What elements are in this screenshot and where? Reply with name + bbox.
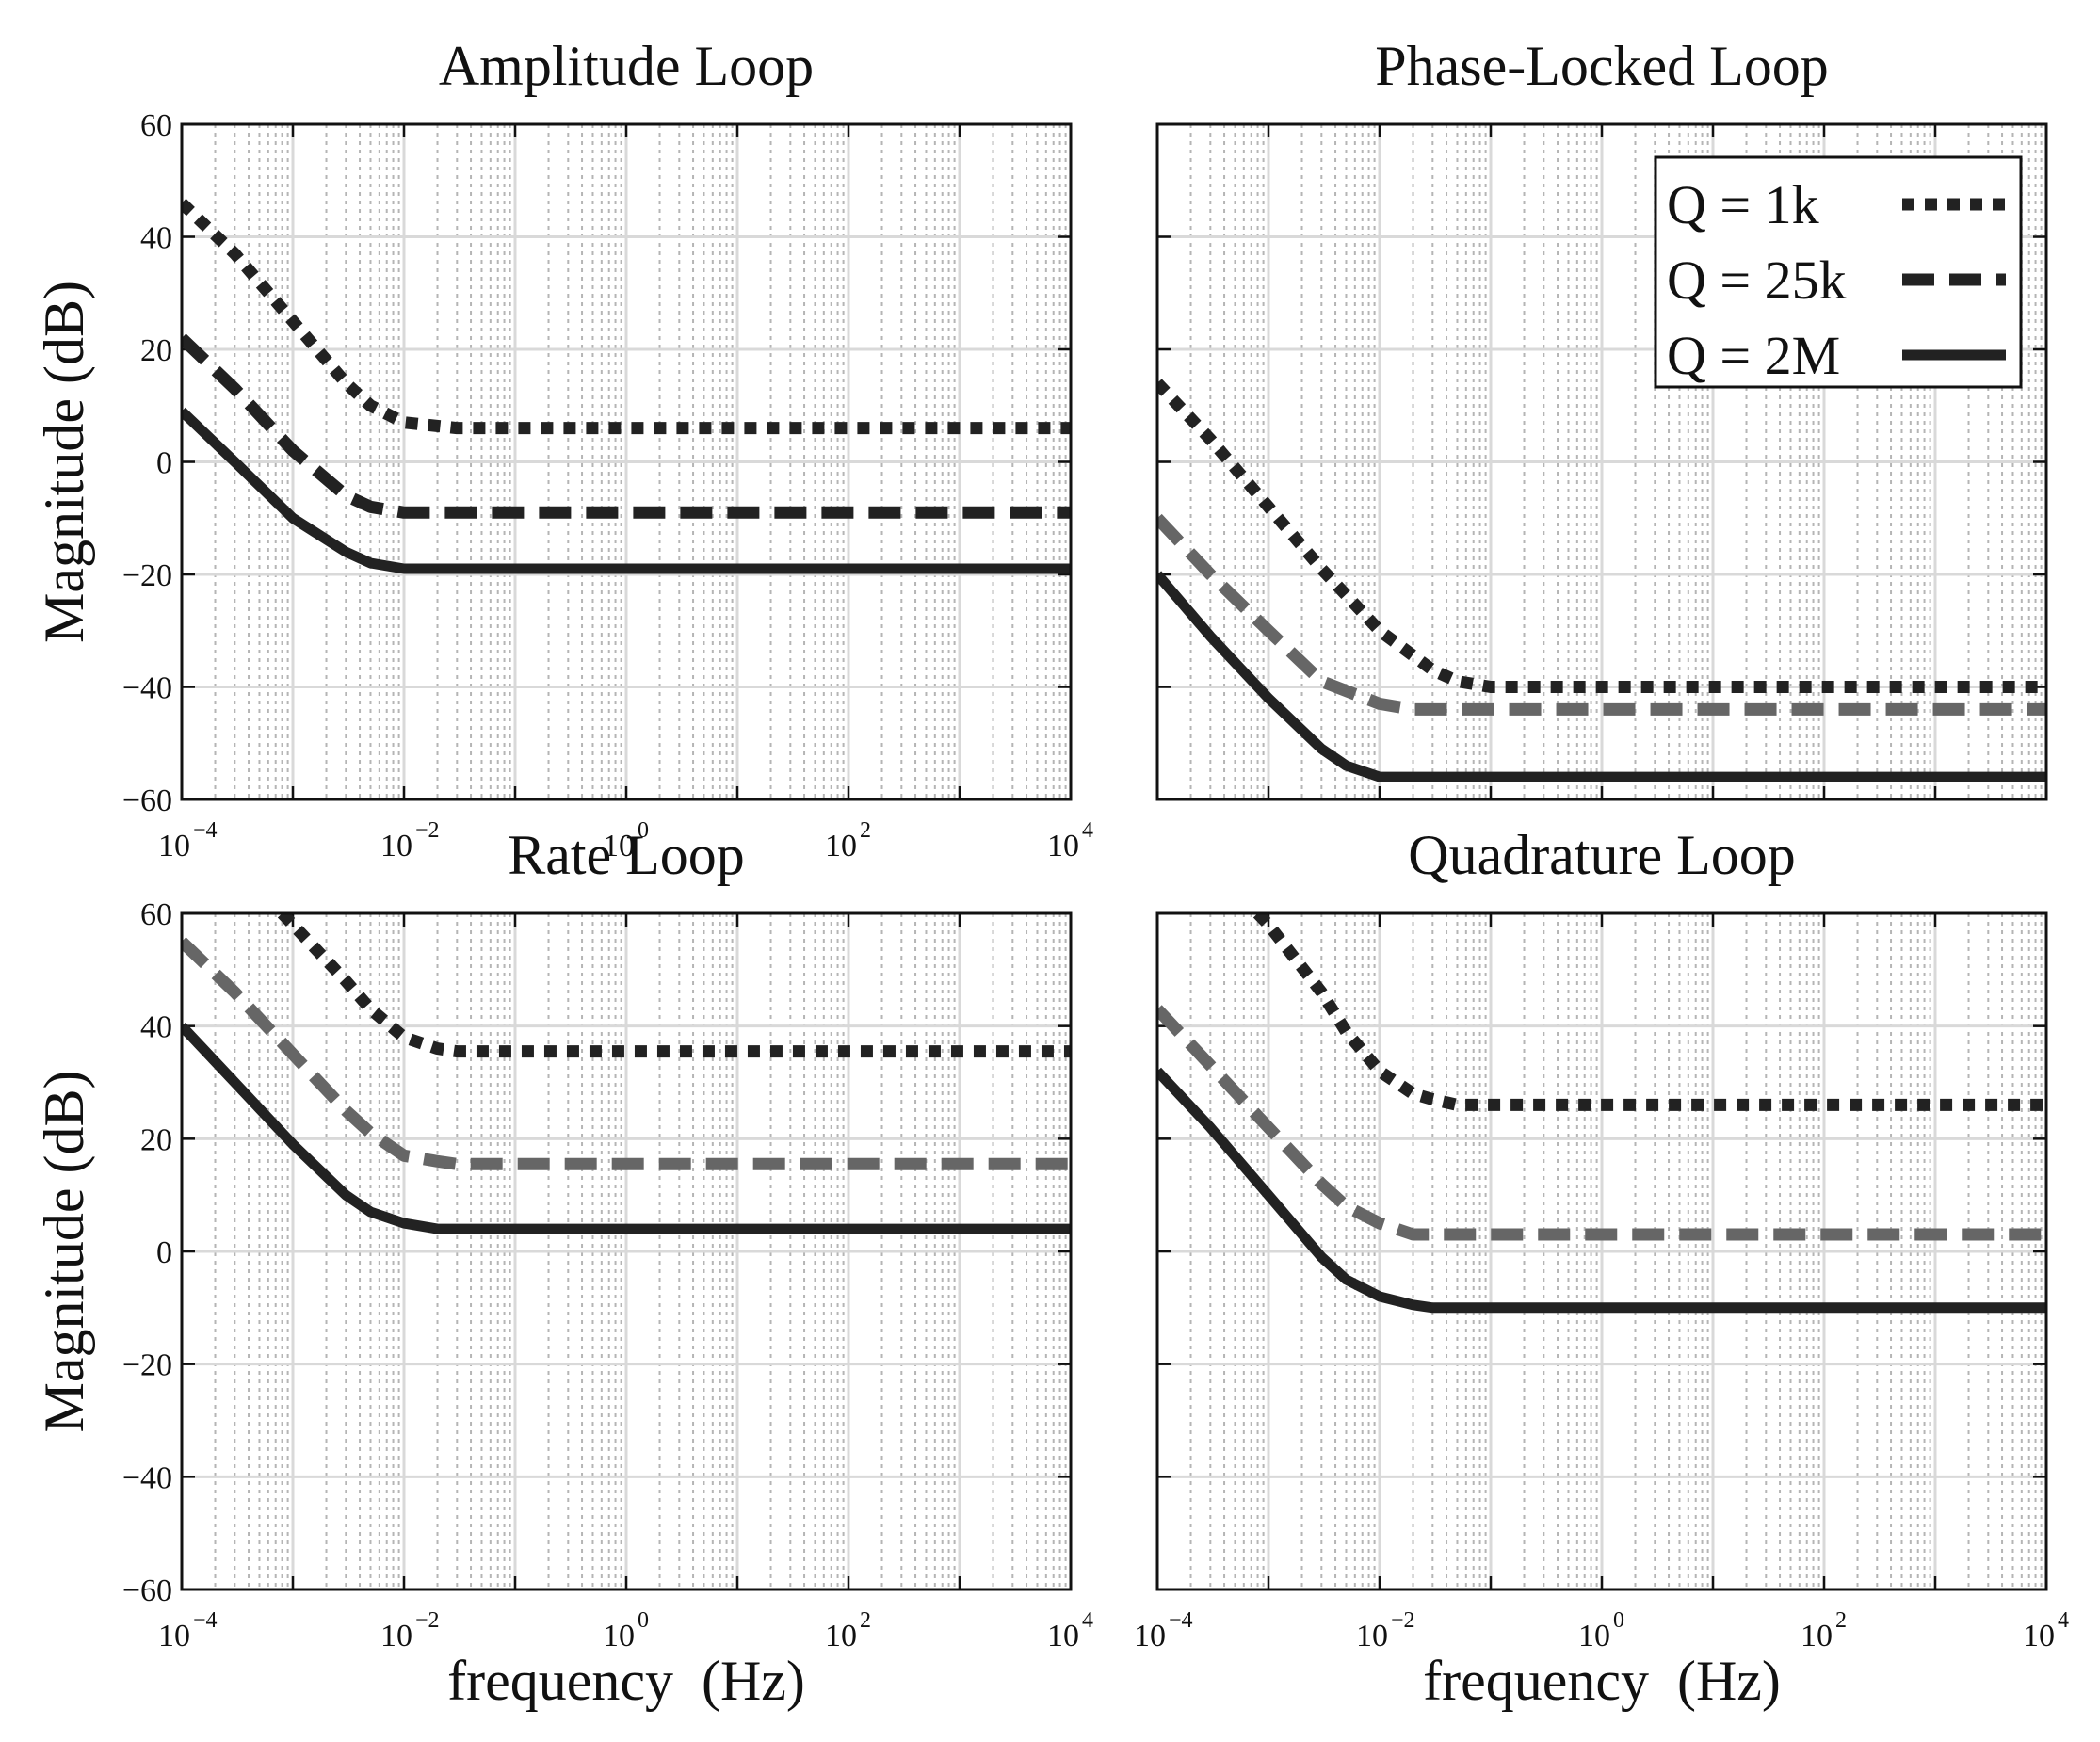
series-line-dotted: [1252, 913, 2046, 1111]
legend-item: Q = 2M: [1667, 325, 2006, 386]
series-line-dashed: [182, 333, 1071, 519]
x-tick-label-exponent: −2: [415, 818, 440, 843]
y-tick-label: −20: [122, 1348, 172, 1383]
y-tick-label: 20: [140, 1122, 172, 1157]
x-tick-label-base: 10: [158, 1619, 190, 1653]
x-tick-label-base: 10: [158, 829, 190, 863]
y-tick-label: −20: [122, 558, 172, 593]
series-group: [1157, 379, 2046, 782]
series-line-dashed: [182, 937, 1071, 1170]
legend-item: Q = 1k: [1667, 174, 2006, 235]
x-tick-label-base: 10: [1578, 1619, 1610, 1653]
y-tick-label: 0: [156, 446, 172, 481]
y-tick-label: 40: [140, 1010, 172, 1045]
x-tick-label-exponent: 4: [2058, 1608, 2069, 1633]
x-tick-label-base: 10: [603, 829, 635, 863]
legend-label: Q = 2M: [1667, 325, 1840, 386]
y-tick-label: 60: [140, 897, 172, 932]
subplot-title: Amplitude Loop: [439, 35, 814, 97]
x-tick-label-exponent: 4: [1082, 818, 1093, 843]
legend-box: [1654, 155, 2023, 389]
x-tick-label-base: 10: [1047, 1619, 1079, 1653]
series-group: [1157, 913, 2046, 1314]
x-tick-label-exponent: 2: [1835, 1608, 1847, 1633]
x-tick-label-base: 10: [1047, 829, 1079, 863]
x-tick-label-exponent: 0: [638, 818, 649, 843]
legend-label: Q = 25k: [1667, 250, 1847, 311]
subplot-title: Rate Loop: [508, 824, 745, 886]
y-axis-label: Magnitude (dB): [33, 1071, 95, 1433]
series-line-dashed: [1157, 1005, 2046, 1241]
x-tick-label-base: 10: [1801, 1619, 1833, 1653]
x-tick-label-base: 10: [380, 829, 412, 863]
x-axis-label: frequency (Hz): [447, 1650, 805, 1712]
series-line-solid: [1157, 1067, 2046, 1314]
y-tick-label: −60: [122, 1573, 172, 1608]
y-axis-label: Magnitude (dB): [33, 281, 95, 643]
legend: Q = 1k Q = 25k Q = 2M: [1654, 155, 2023, 389]
series-line-dotted: [1157, 379, 2046, 693]
y-tick-label: −40: [122, 1460, 172, 1495]
x-tick-label-exponent: 2: [860, 818, 871, 843]
x-tick-label-base: 10: [1134, 1619, 1166, 1653]
legend-item: Q = 25k: [1667, 250, 2006, 311]
x-tick-label-exponent: −4: [1169, 1608, 1193, 1633]
series-group: [182, 913, 1071, 1234]
x-tick-label-exponent: −2: [415, 1608, 440, 1633]
series-line-solid: [182, 1022, 1071, 1234]
plot-frame: [180, 122, 1073, 801]
x-tick-label-exponent: −2: [1391, 1608, 1415, 1633]
series-group: [182, 198, 1071, 574]
subplot-title: Phase-Locked Loop: [1375, 35, 1829, 97]
x-tick-label-exponent: −4: [193, 818, 218, 843]
y-tick-label: −40: [122, 671, 172, 706]
legend-label: Q = 1k: [1667, 174, 1819, 235]
x-tick-label-base: 10: [825, 1619, 857, 1653]
y-tick-label: −60: [122, 783, 172, 818]
y-tick-label: 60: [140, 108, 172, 143]
x-tick-label-base: 10: [1356, 1619, 1388, 1653]
series-line-solid: [182, 407, 1071, 574]
x-tick-label-base: 10: [2023, 1619, 2055, 1653]
x-tick-label-base: 10: [380, 1619, 412, 1653]
x-tick-label-base: 10: [603, 1619, 635, 1653]
y-tick-label: 0: [156, 1235, 172, 1270]
series-line-dashed: [1157, 513, 2046, 716]
x-tick-label-exponent: 0: [1613, 1608, 1624, 1633]
plot-frame: [1155, 911, 2048, 1591]
x-tick-label-exponent: 2: [860, 1608, 871, 1633]
y-tick-label: 40: [140, 221, 172, 256]
series-line-dotted: [277, 913, 1071, 1058]
x-tick-label-base: 10: [825, 829, 857, 863]
series-line-solid: [1157, 571, 2046, 782]
x-axis-label: frequency (Hz): [1423, 1650, 1781, 1712]
series-line-dotted: [182, 198, 1071, 435]
subplot-2: Phase-Locked Loop: [1155, 35, 2048, 801]
plot-frame: [1155, 122, 2048, 801]
x-tick-label-exponent: 0: [638, 1608, 649, 1633]
subplot-title: Quadrature Loop: [1408, 824, 1796, 886]
y-tick-label: 20: [140, 333, 172, 368]
x-tick-label-exponent: −4: [193, 1608, 218, 1633]
plot-frame: [180, 911, 1073, 1591]
x-tick-label-exponent: 4: [1082, 1608, 1093, 1633]
